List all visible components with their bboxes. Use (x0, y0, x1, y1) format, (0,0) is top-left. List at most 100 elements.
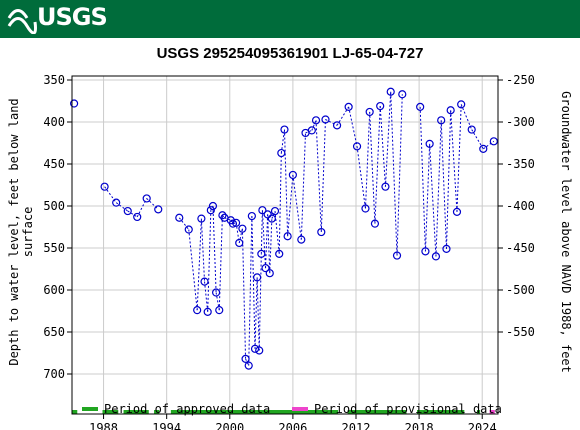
y-left-tick-label-350: 350 (43, 73, 65, 87)
data-point-46 (317, 227, 326, 237)
data-point-30 (257, 249, 266, 258)
data-point-12 (203, 307, 212, 316)
data-point-54 (376, 101, 385, 111)
axis-ticks: 1988 1994 2000 2006 2012 2018 2024 350 400 450 500… (43, 73, 535, 430)
usgs-logo-icon (7, 9, 37, 34)
series-segment-8 (188, 229, 198, 311)
series-segment-25 (248, 216, 253, 366)
usgs-banner: USGS (0, 0, 580, 38)
series-segment-51 (364, 111, 371, 209)
approved-period-3 (154, 410, 160, 414)
y-left-tick-label-600: 600 (43, 283, 65, 297)
series-segment-62 (435, 120, 442, 257)
approved-period-4 (170, 410, 339, 414)
series-segment-43 (305, 129, 313, 134)
series-segment-15 (215, 292, 220, 311)
series-segment-56 (390, 91, 398, 256)
series-segment-67 (460, 104, 473, 130)
data-point-62 (431, 252, 441, 261)
data-point-3 (123, 206, 132, 216)
series-segment-44 (311, 120, 317, 131)
data-points (70, 87, 498, 370)
legend-approved-label: Period of approved data (104, 402, 270, 416)
series-segment-63 (440, 120, 447, 249)
series-segment-7 (178, 217, 190, 230)
series-segment-24 (245, 358, 250, 366)
data-point-26 (247, 211, 256, 221)
y-right-tick-label--400: -400 (506, 199, 535, 213)
data-point-8 (184, 225, 193, 234)
legend-provisional-label: Period of provisional data (314, 402, 502, 416)
data-point-63 (437, 116, 446, 125)
series-segment-22 (238, 228, 243, 244)
series-segment-31 (261, 210, 267, 269)
data-point-10 (197, 214, 206, 223)
data-point-11 (200, 277, 209, 286)
data-point-29 (255, 346, 264, 355)
x-tick-label-2006: 2006 (278, 421, 307, 430)
series-segment-28 (256, 277, 260, 351)
data-point-39 (280, 125, 289, 134)
series-segment-11 (204, 281, 209, 312)
data-point-51 (361, 204, 370, 213)
series-segment-10 (200, 218, 206, 282)
legend-provisional-swatch (292, 407, 308, 411)
data-point-66 (452, 207, 462, 216)
series-segment-26 (251, 216, 256, 349)
series-segment-2 (115, 202, 129, 212)
series-segment-33 (267, 214, 271, 274)
data-point-53 (370, 219, 380, 228)
y-left-tick-label-500: 500 (43, 199, 65, 213)
series-segment-46 (320, 119, 326, 233)
series-segment-54 (379, 106, 386, 187)
y-axis-label-left-line1: Depth to water level, feet below land (7, 98, 21, 365)
data-point-7 (175, 213, 184, 222)
series-segment-41 (292, 174, 302, 240)
legend-approved-swatch (82, 407, 98, 411)
series-segment-32 (265, 214, 269, 269)
y-right-tick-label--450: -450 (506, 241, 535, 255)
approved-period-0 (72, 410, 78, 414)
period-bars (72, 410, 495, 414)
data-point-70 (489, 137, 498, 146)
data-point-32 (261, 264, 270, 273)
data-point-23 (238, 224, 247, 233)
data-point-65 (446, 106, 455, 115)
x-tick-label-1988: 1988 (89, 421, 118, 430)
data-point-47 (321, 115, 330, 124)
series-segment-57 (396, 94, 403, 256)
data-point-60 (421, 247, 430, 256)
y-right-tick-label--300: -300 (506, 115, 535, 129)
data-point-28 (253, 273, 262, 282)
data-point-50 (352, 142, 362, 151)
series-segment-20 (232, 222, 237, 225)
series-segment-42 (300, 132, 307, 240)
x-tick-label-2018: 2018 (405, 421, 434, 430)
data-point-5 (142, 194, 151, 203)
data-point-44 (307, 126, 316, 135)
y-right-tick-label--250: -250 (506, 73, 535, 87)
data-point-4 (133, 212, 142, 222)
series-segment-9 (196, 218, 202, 311)
data-point-34 (265, 269, 274, 278)
series-segment-49 (348, 106, 358, 147)
data-point-0 (70, 99, 79, 108)
usgs-logo-text: USGS (37, 3, 108, 31)
approved-period-5 (347, 410, 407, 414)
data-point-20 (228, 219, 238, 228)
y-left-tick-label-700: 700 (43, 367, 65, 381)
data-point-59 (416, 102, 425, 111)
series-segment-3 (127, 210, 138, 218)
data-point-37 (275, 249, 284, 258)
approved-period-2 (123, 410, 149, 414)
data-point-27 (250, 344, 260, 353)
data-point-56 (386, 87, 395, 96)
data-point-69 (479, 144, 488, 153)
series-segment-17 (222, 214, 225, 219)
series-segment-50 (356, 146, 366, 209)
series-lines (104, 91, 495, 366)
data-point-33 (263, 210, 272, 219)
data-point-14 (208, 201, 218, 211)
data-point-21 (231, 218, 241, 227)
data-point-45 (311, 116, 321, 125)
